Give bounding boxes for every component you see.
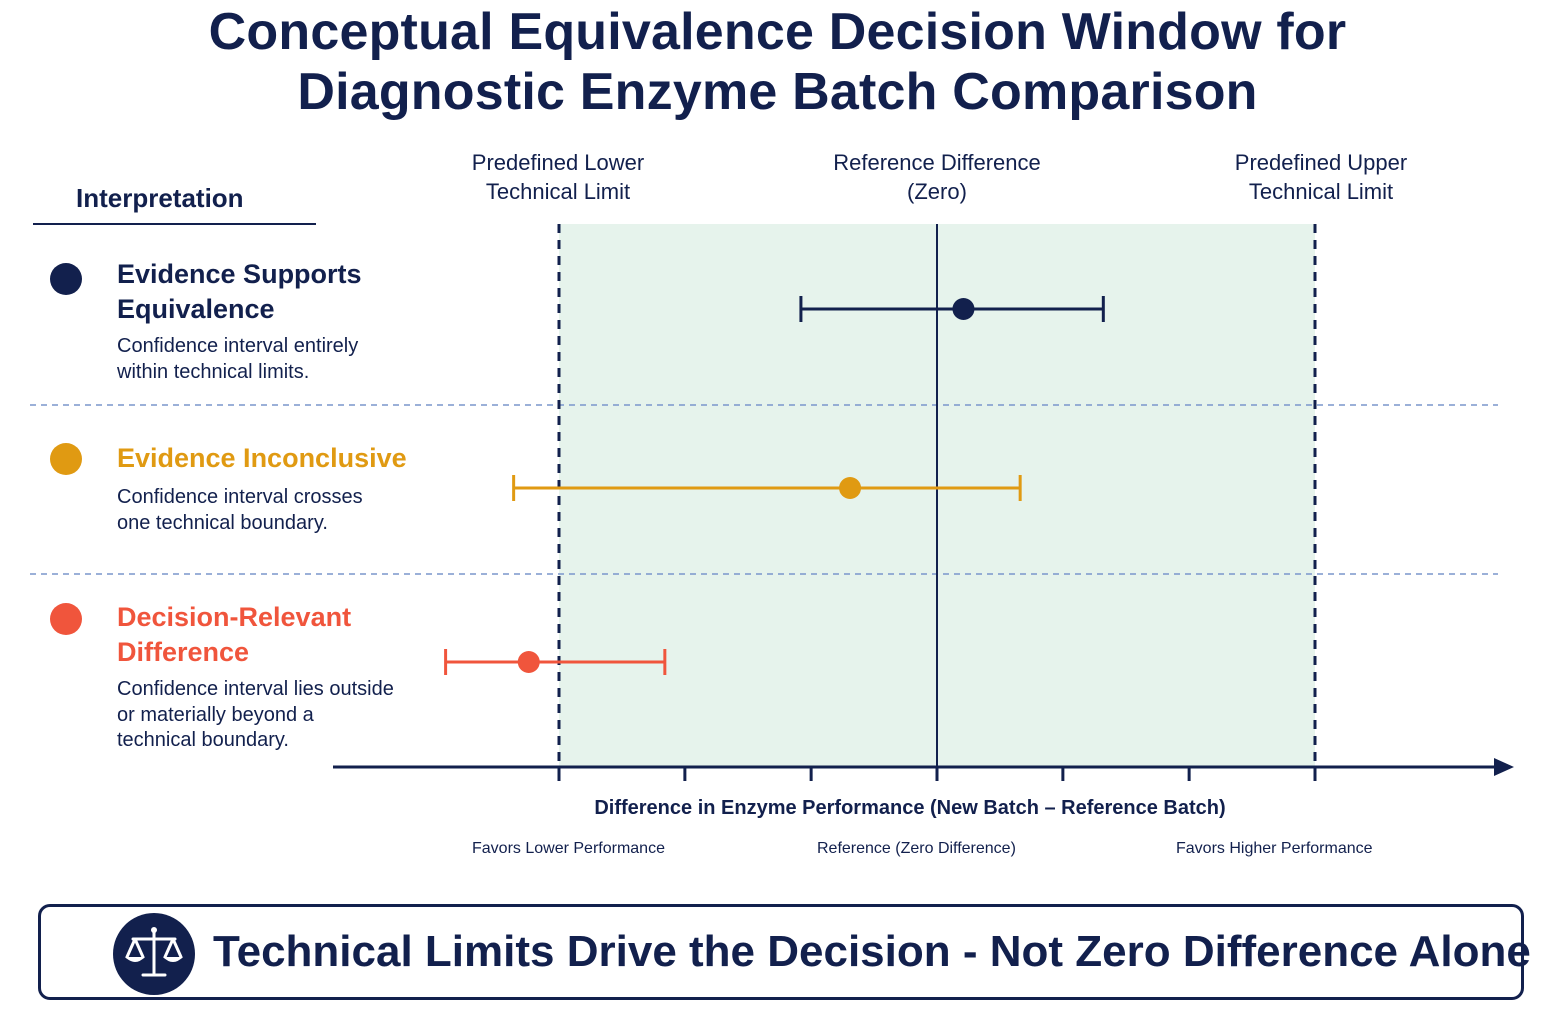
banner-text: Technical Limits Drive the Decision - No… xyxy=(213,927,1531,976)
axis-note-lower: Favors Lower Performance xyxy=(472,840,665,857)
x-axis-label: Difference in Enzyme Performance (New Ba… xyxy=(594,797,1226,819)
axis-note-reference: Reference (Zero Difference) xyxy=(817,840,1016,857)
scales-icon xyxy=(113,913,195,995)
point-estimate-2 xyxy=(517,651,540,673)
conclusion-banner: Technical Limits Drive the Decision - No… xyxy=(38,904,1531,1000)
title-line-2: Diagnostic Enzyme Batch Comparison xyxy=(297,63,1258,121)
lower-limit-header: Predefined Lower Technical Limit xyxy=(471,150,645,204)
legend-title-equivalence: Evidence Supports Equivalence xyxy=(117,259,362,324)
point-estimate-1 xyxy=(839,477,862,499)
legend-dot-equivalence xyxy=(50,263,82,295)
legend-title-difference: Decision-Relevant Difference xyxy=(117,602,352,667)
point-estimate-0 xyxy=(952,298,975,320)
legend-desc-equivalence: Confidence interval entirely within tech… xyxy=(117,335,359,383)
legend-desc-difference: Confidence interval lies outside or mate… xyxy=(117,678,394,751)
legend-dot-inconclusive xyxy=(50,443,82,475)
interpretation-underline xyxy=(33,223,316,225)
chart-title: Conceptual Equivalence Decision Window f… xyxy=(0,2,1555,122)
upper-limit-header: Predefined Upper Technical Limit xyxy=(1234,150,1408,204)
interpretation-heading: Interpretation xyxy=(76,183,244,213)
axis-note-upper: Favors Higher Performance xyxy=(1176,840,1373,857)
reference-header: Reference Difference (Zero) xyxy=(833,150,1041,204)
legend-desc-inconclusive: Confidence interval crosses one technica… xyxy=(117,486,363,534)
title-line-1: Conceptual Equivalence Decision Window f… xyxy=(208,3,1347,61)
legend-dot-difference xyxy=(50,603,82,635)
x-axis-arrow xyxy=(1494,758,1514,776)
legend-title-inconclusive: Evidence Inconclusive xyxy=(117,443,407,473)
